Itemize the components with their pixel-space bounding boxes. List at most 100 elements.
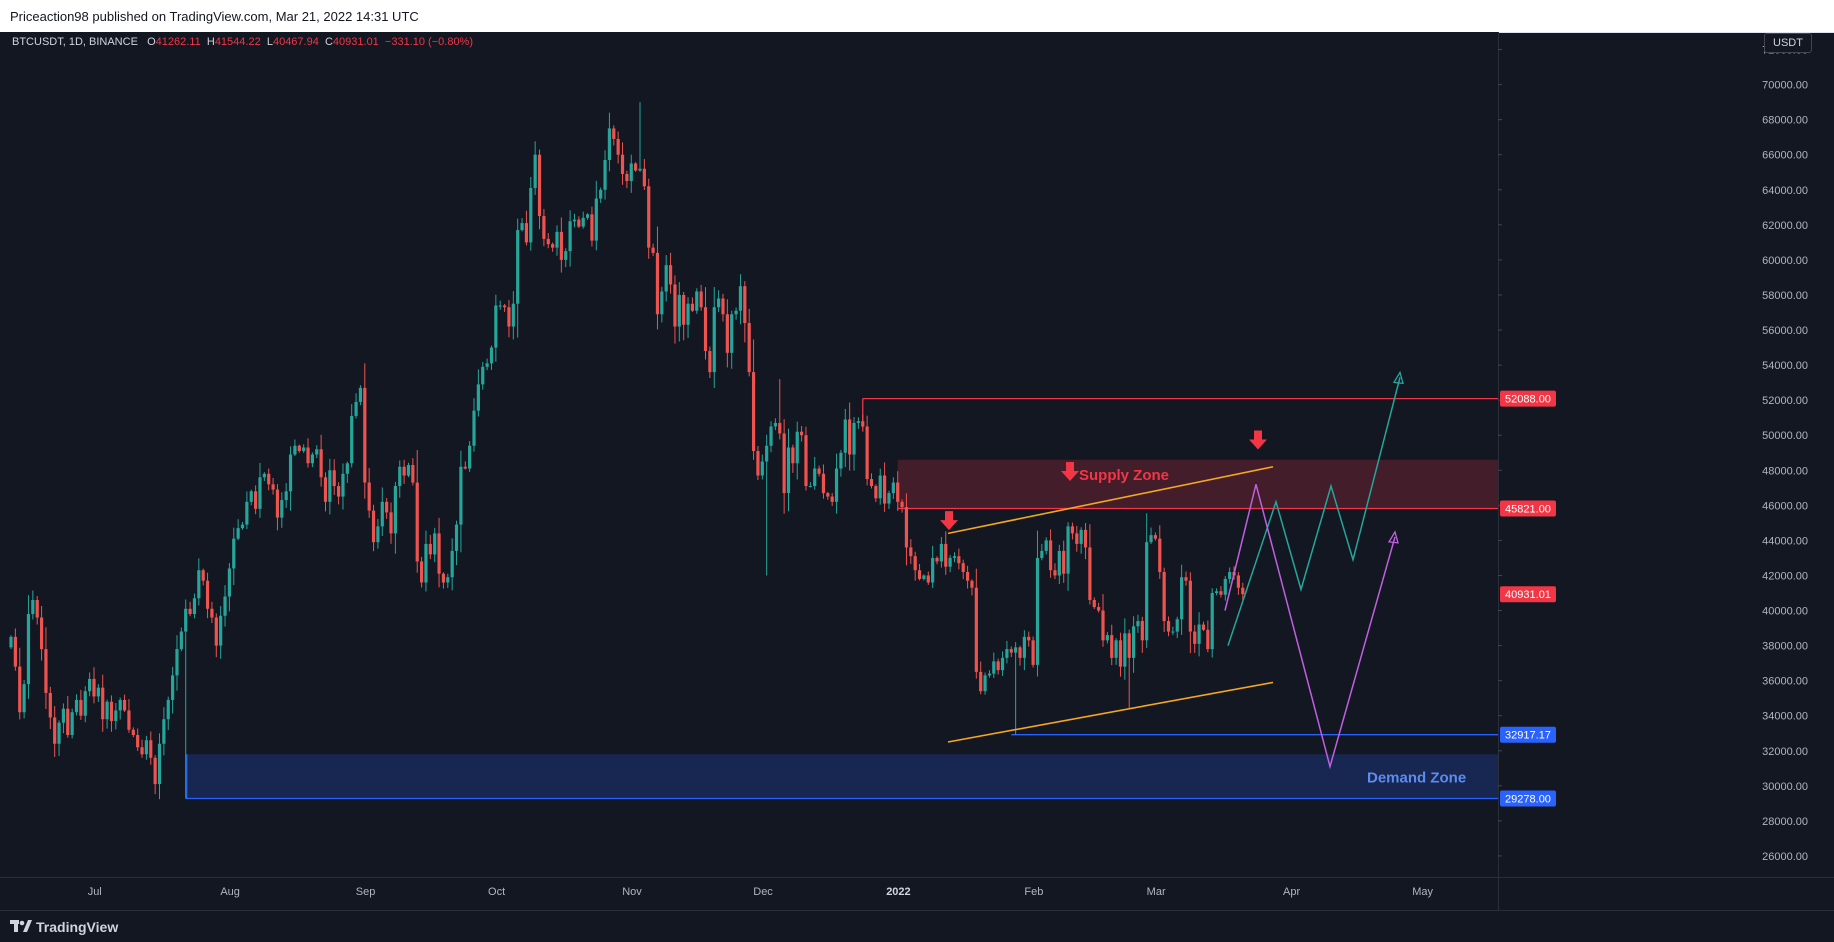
candle-body <box>904 507 909 548</box>
candle-body <box>987 673 992 676</box>
candle-body <box>398 466 402 487</box>
candle-body <box>1188 580 1192 632</box>
candle-body <box>1079 529 1083 544</box>
candle-body <box>109 701 114 721</box>
candle-body <box>419 561 424 583</box>
candle-body <box>149 740 153 758</box>
candle-body <box>856 421 860 423</box>
candle-body <box>1210 592 1214 650</box>
time-tick-label: Dec <box>753 886 773 898</box>
candle-body <box>1057 550 1061 576</box>
time-axis[interactable]: Jul Aug Sep Oct Nov Dec 2022 Feb Mar Apr May <box>88 886 1434 898</box>
candle-body <box>92 678 96 697</box>
candle-body <box>9 636 13 648</box>
candle-body <box>699 291 703 308</box>
supply-zone-label: Supply Zone <box>1079 467 1169 484</box>
candle-body <box>284 491 288 501</box>
candle-body <box>1241 587 1245 595</box>
candle-body <box>1118 640 1123 667</box>
candle-body <box>302 447 306 451</box>
candle-body <box>769 426 773 446</box>
candle-body <box>1136 621 1140 627</box>
candle-body <box>546 238 550 245</box>
candle-body <box>1083 529 1088 548</box>
candle-body <box>1175 619 1179 632</box>
candle-body <box>551 244 555 248</box>
down-arrow-icon <box>940 511 958 531</box>
candle-body <box>332 470 336 487</box>
candle-body <box>821 473 826 494</box>
candle-body <box>590 214 594 241</box>
candle-body <box>437 533 441 574</box>
price-tick-label: 32000.00 <box>1762 746 1808 758</box>
candle-body <box>254 491 258 509</box>
candle-body <box>913 556 917 571</box>
candle-body <box>577 219 581 227</box>
candle-body <box>489 347 494 364</box>
candle-body <box>31 600 35 615</box>
candle-body <box>44 649 48 693</box>
candle-body <box>367 482 371 511</box>
candle-body <box>834 468 839 502</box>
candle-body <box>406 465 411 476</box>
candle-body <box>647 186 651 248</box>
candle-body <box>1035 557 1040 665</box>
candle-body <box>664 265 668 292</box>
level-price-tag-text: 45821.00 <box>1505 503 1551 515</box>
candle-body <box>1097 607 1101 611</box>
time-tick-label: Feb <box>1024 886 1043 898</box>
candle-body <box>83 691 87 716</box>
candle-body <box>1040 550 1044 558</box>
candle-body <box>280 500 284 518</box>
candle-body <box>88 678 92 692</box>
candle-body <box>673 284 677 327</box>
candle-body <box>70 712 74 735</box>
candle-body <box>144 740 149 755</box>
candle-body <box>358 387 363 402</box>
candle-body <box>450 550 454 578</box>
candle-body <box>629 163 633 182</box>
price-tick-label: 44000.00 <box>1762 535 1808 547</box>
candle-body <box>511 303 515 327</box>
candle-body <box>74 699 79 713</box>
symbol-legend[interactable]: BTCUSDT, 1D, BINANCE O41262.11 H41544.22… <box>12 36 473 48</box>
candle-body <box>690 303 695 311</box>
price-tick-label: 56000.00 <box>1762 325 1808 337</box>
price-axis[interactable]: 26000.00 28000.00 30000.00 32000.00 34000.00… <box>1498 45 1808 863</box>
candle-body <box>315 449 319 455</box>
candle-body <box>402 466 406 476</box>
candle-body <box>1180 577 1184 620</box>
ohlc-high: H41544.22 <box>206 36 261 48</box>
candle-body <box>804 435 808 487</box>
projection-arrowhead-green <box>1392 370 1404 385</box>
candle-body <box>1206 629 1210 650</box>
candle-body <box>743 286 747 324</box>
candle-body <box>66 708 70 735</box>
chart-zones: Supply Zone Demand Zone <box>185 397 1499 800</box>
candle-body <box>1223 578 1227 595</box>
time-tick-label: Aug <box>220 886 240 898</box>
candle-body <box>642 168 646 187</box>
candle-body <box>53 717 57 744</box>
candle-body <box>319 449 323 478</box>
candle-body <box>192 598 197 615</box>
candle-body <box>660 291 664 315</box>
ohlc-open: O41262.11 <box>147 36 201 48</box>
candle-body <box>1066 526 1070 574</box>
projection-path-green <box>1227 377 1401 646</box>
candle-body <box>730 314 734 353</box>
candle-body <box>865 426 869 480</box>
candle-body <box>1000 657 1005 671</box>
price-chart[interactable]: Supply Zone Demand Zone 26000.00 28000.00 3… <box>0 32 1834 910</box>
candle-body <box>878 475 882 499</box>
candle-body <box>236 528 240 539</box>
candle-body <box>140 747 144 755</box>
candle-body <box>638 168 642 171</box>
candle-body <box>205 580 210 609</box>
currency-button[interactable]: USDT <box>1764 33 1812 53</box>
candle-body <box>917 570 922 579</box>
ohlc-change: −331.10 (−0.80%) <box>384 36 474 48</box>
candle-body <box>122 699 127 711</box>
candle-body <box>79 699 83 716</box>
candle-body <box>507 307 511 327</box>
